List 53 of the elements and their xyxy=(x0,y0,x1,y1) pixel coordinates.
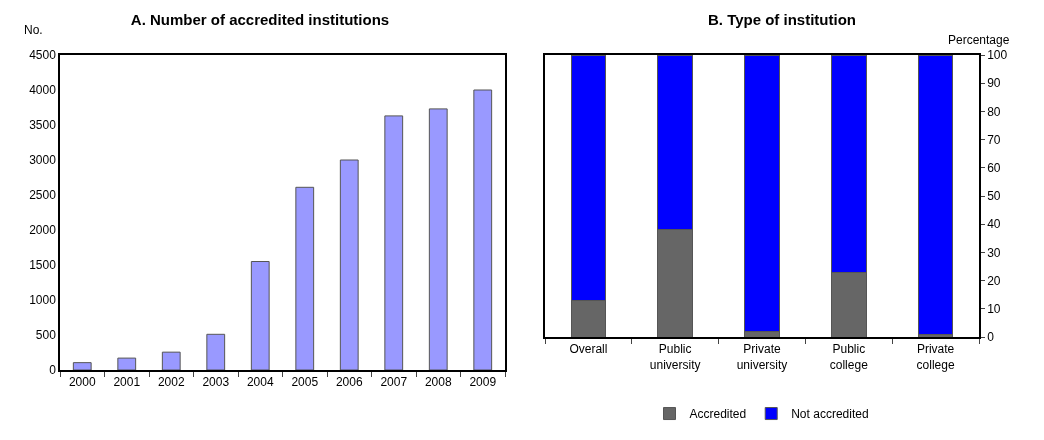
bar xyxy=(428,108,448,370)
bar xyxy=(72,362,92,370)
y2-axis-title: Percentage xyxy=(948,33,1010,47)
y2-tick-label: 60 xyxy=(987,161,1001,175)
bar xyxy=(384,115,404,370)
y2-tick-label: 10 xyxy=(987,302,1001,316)
y2-tick-label: 0 xyxy=(987,330,995,345)
chart-title: A. Number of accredited institutions xyxy=(130,11,390,29)
y2-tick-label: 80 xyxy=(987,104,1001,119)
bar xyxy=(295,186,315,370)
bar xyxy=(117,357,137,370)
x-tick-label: 2006 xyxy=(335,375,363,390)
legend-label: Not accredited xyxy=(791,407,869,422)
x-tick-label: 2008 xyxy=(424,375,452,390)
y-tick-label: 3500 xyxy=(29,118,57,133)
y-tick-label: 2000 xyxy=(29,223,57,238)
bar xyxy=(250,261,270,370)
x-tick-label: 2007 xyxy=(380,375,408,390)
x-tick-label: 2009 xyxy=(469,375,497,390)
bar xyxy=(917,55,954,335)
bar xyxy=(161,351,181,370)
y-tick-label: 1000 xyxy=(29,293,57,308)
x-tick-label: Private college xyxy=(916,342,955,372)
y2-tick-label: 30 xyxy=(987,245,1001,260)
x-tick-label: 2003 xyxy=(202,375,230,390)
x-tick-label: 2002 xyxy=(157,375,185,390)
x-tick-label: 2000 xyxy=(68,375,96,390)
y2-tick-label: 70 xyxy=(987,132,1001,147)
x-tick-label: Public university xyxy=(649,342,701,372)
legend-label: Accredited xyxy=(689,407,747,422)
x-tick-label: Private university xyxy=(736,342,788,372)
chart-title: B. Type of institution xyxy=(707,11,857,29)
x-tick-label: 2001 xyxy=(113,375,141,390)
y-tick-label: 3000 xyxy=(29,153,57,168)
y2-tick-label: 50 xyxy=(987,189,1001,204)
y-tick-label: 0 xyxy=(49,363,57,378)
bar xyxy=(206,333,226,370)
y-tick-label: 4500 xyxy=(29,48,57,63)
y2-tick-label: 90 xyxy=(987,76,1001,91)
x-tick-label: Public college xyxy=(829,342,869,372)
bar xyxy=(473,89,493,370)
y2-tick-label: 40 xyxy=(987,217,1001,232)
y-tick-label: 2500 xyxy=(29,188,57,203)
y2-tick-label: 100 xyxy=(987,48,1008,63)
y-tick-label: 500 xyxy=(35,328,57,343)
bar xyxy=(339,159,359,370)
y-tick-label: 4000 xyxy=(29,83,57,98)
x-tick-label: Overall xyxy=(569,342,608,357)
y-tick-label: 1500 xyxy=(29,258,57,273)
x-tick-label: 2004 xyxy=(246,375,274,390)
y2-tick-label: 20 xyxy=(987,273,1001,288)
x-tick-label: 2005 xyxy=(291,375,319,390)
y-axis-title: No. xyxy=(24,23,43,37)
